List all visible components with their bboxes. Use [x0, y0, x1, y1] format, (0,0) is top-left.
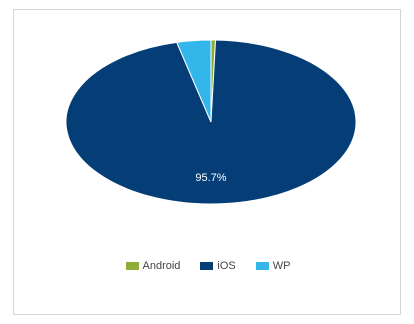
legend-label-wp: WP: [272, 260, 291, 272]
legend-swatch-android: [125, 262, 139, 270]
legend-item-android: Android: [125, 260, 181, 272]
legend-swatch-ios: [200, 262, 214, 270]
chart-frame: 95.7% Android iOS WP: [13, 9, 401, 315]
legend-item-wp: WP: [255, 260, 291, 272]
legend-label-android: Android: [142, 260, 181, 272]
legend-label-ios: iOS: [217, 260, 236, 272]
legend-swatch-wp: [255, 262, 269, 270]
legend: Android iOS WP: [14, 260, 402, 272]
pie-slice-wp: [175, 39, 212, 123]
data-label-ios: 95.7%: [195, 172, 226, 184]
legend-item-ios: iOS: [200, 260, 236, 272]
pie-chart: 95.7%: [65, 39, 357, 205]
